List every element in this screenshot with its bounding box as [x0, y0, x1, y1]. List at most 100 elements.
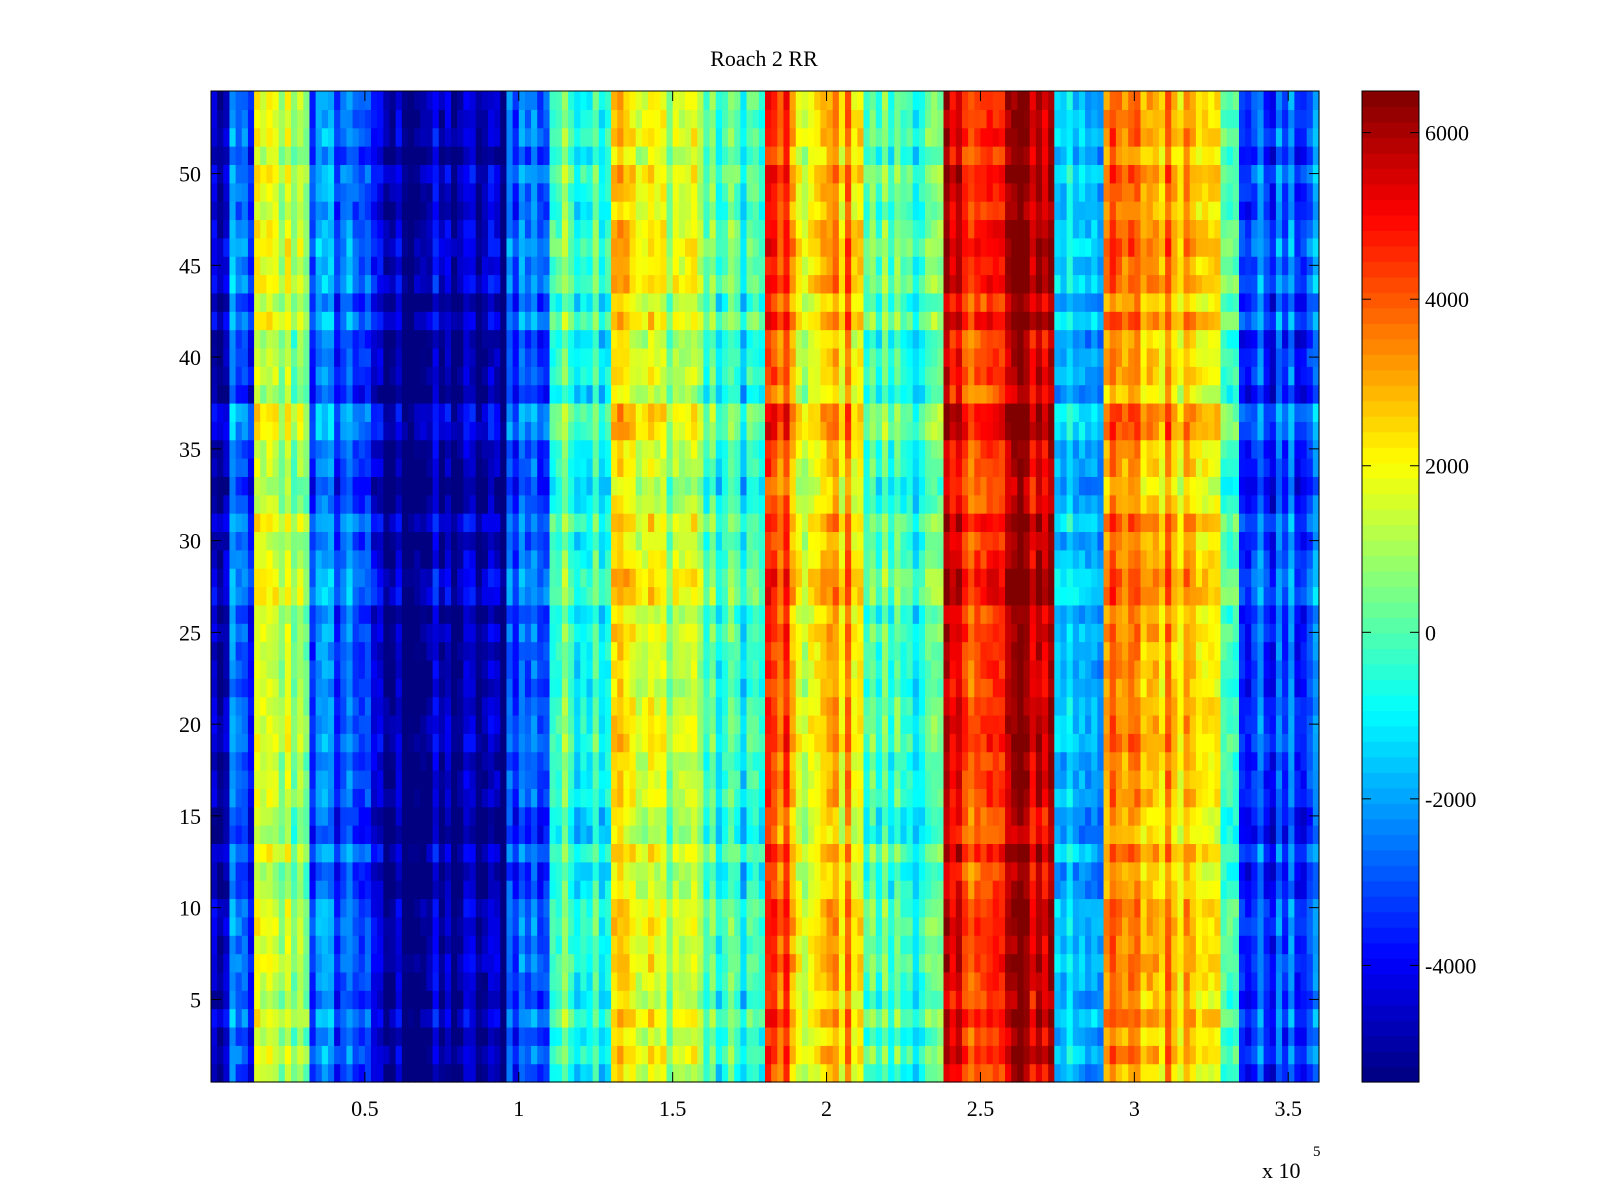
heatmap-cell	[598, 916, 606, 936]
heatmap-cell	[371, 127, 378, 147]
heatmap-cell	[543, 1026, 551, 1046]
heatmap-cell	[211, 402, 218, 422]
heatmap-cell	[604, 788, 612, 808]
heatmap-cell	[740, 513, 748, 533]
heatmap-cell	[684, 201, 692, 221]
heatmap-cell	[691, 971, 698, 991]
heatmap-cell	[524, 714, 532, 734]
heatmap-cell	[309, 1045, 317, 1065]
heatmap-cell	[703, 1045, 711, 1065]
heatmap-cell	[223, 696, 231, 716]
heatmap-cell	[444, 604, 452, 624]
heatmap-cell	[383, 311, 391, 331]
heatmap-cell	[327, 641, 335, 661]
heatmap-cell	[604, 458, 612, 477]
heatmap-cell	[266, 825, 274, 845]
heatmap-cell	[457, 806, 464, 826]
heatmap-cell	[518, 990, 526, 1010]
heatmap-cell	[401, 659, 409, 679]
heatmap-cell	[457, 971, 464, 991]
heatmap-cell	[401, 219, 409, 239]
heatmap-cell	[426, 219, 434, 239]
heatmap-cell	[580, 1045, 588, 1065]
heatmap-cell	[555, 439, 563, 459]
heatmap-cell	[272, 604, 280, 624]
heatmap-cell	[235, 678, 243, 698]
heatmap-cell	[543, 806, 551, 826]
heatmap-cell	[740, 861, 748, 881]
heatmap-cell	[758, 696, 766, 716]
heatmap-cell	[401, 935, 409, 955]
heatmap-cell	[660, 347, 668, 367]
heatmap-cell	[635, 146, 643, 166]
heatmap-cell	[272, 146, 280, 166]
heatmap-cell	[709, 476, 717, 496]
heatmap-cell	[494, 696, 501, 716]
heatmap-cell	[451, 843, 458, 863]
heatmap-cell	[488, 384, 495, 404]
heatmap-cell	[383, 458, 391, 477]
heatmap-cell	[420, 678, 428, 698]
heatmap-cell	[389, 347, 397, 367]
chart-title: Roach 2 RR	[710, 46, 818, 71]
heatmap-cell	[327, 201, 335, 221]
heatmap-cell	[531, 568, 538, 588]
heatmap-cell	[715, 256, 723, 276]
heatmap-cell	[648, 164, 655, 184]
heatmap-cell	[420, 788, 428, 808]
heatmap-cell	[334, 531, 341, 551]
heatmap-cell	[475, 311, 483, 331]
heatmap-cell	[666, 678, 674, 698]
heatmap-cell	[494, 935, 501, 955]
heatmap-cell	[309, 990, 317, 1010]
heatmap-cell	[746, 990, 754, 1010]
heatmap-cell	[752, 1026, 760, 1046]
heatmap-cell	[407, 311, 415, 331]
heatmap-cell	[568, 806, 575, 826]
heatmap-cell	[229, 770, 237, 789]
heatmap-cell	[697, 1063, 705, 1083]
heatmap-cell	[746, 604, 754, 624]
heatmap-cell	[654, 788, 661, 808]
heatmap-cell	[703, 201, 711, 221]
heatmap-cell	[629, 219, 637, 239]
heatmap-cell	[715, 659, 723, 679]
heatmap-cell	[531, 549, 538, 569]
heatmap-cell	[272, 513, 280, 533]
heatmap-cell	[340, 880, 348, 900]
heatmap-cell	[506, 274, 514, 294]
heatmap-cell	[746, 476, 754, 496]
heatmap-cell	[746, 586, 754, 606]
heatmap-cell	[284, 1063, 292, 1083]
heatmap-cell	[672, 751, 680, 771]
heatmap-cell	[315, 806, 323, 826]
heatmap-cell	[346, 568, 354, 588]
heatmap-cell	[407, 861, 415, 881]
heatmap-cell	[531, 1045, 538, 1065]
heatmap-cell	[728, 201, 735, 221]
heatmap-cell	[641, 678, 649, 698]
heatmap-cell	[555, 935, 563, 955]
heatmap-cell	[641, 256, 649, 276]
heatmap-cell	[475, 990, 483, 1010]
heatmap-cell	[291, 219, 298, 239]
heatmap-cell	[765, 201, 772, 221]
heatmap-cell	[488, 476, 495, 496]
heatmap-cell	[297, 788, 304, 808]
heatmap-cell	[746, 237, 754, 257]
heatmap-cell	[531, 990, 538, 1010]
heatmap-cell	[666, 751, 674, 771]
heatmap-cell	[654, 384, 661, 404]
heatmap-cell	[407, 146, 415, 166]
heatmap-cell	[426, 861, 434, 881]
heatmap-cell	[223, 990, 231, 1010]
heatmap-cell	[500, 531, 508, 551]
heatmap-cell	[260, 990, 267, 1010]
heatmap-cell	[235, 586, 243, 606]
heatmap-cell	[746, 439, 754, 459]
heatmap-cell	[488, 256, 495, 276]
heatmap-cell	[777, 586, 785, 606]
heatmap-cell	[758, 347, 766, 367]
heatmap-cell	[672, 1008, 680, 1028]
heatmap-cell	[611, 329, 618, 349]
